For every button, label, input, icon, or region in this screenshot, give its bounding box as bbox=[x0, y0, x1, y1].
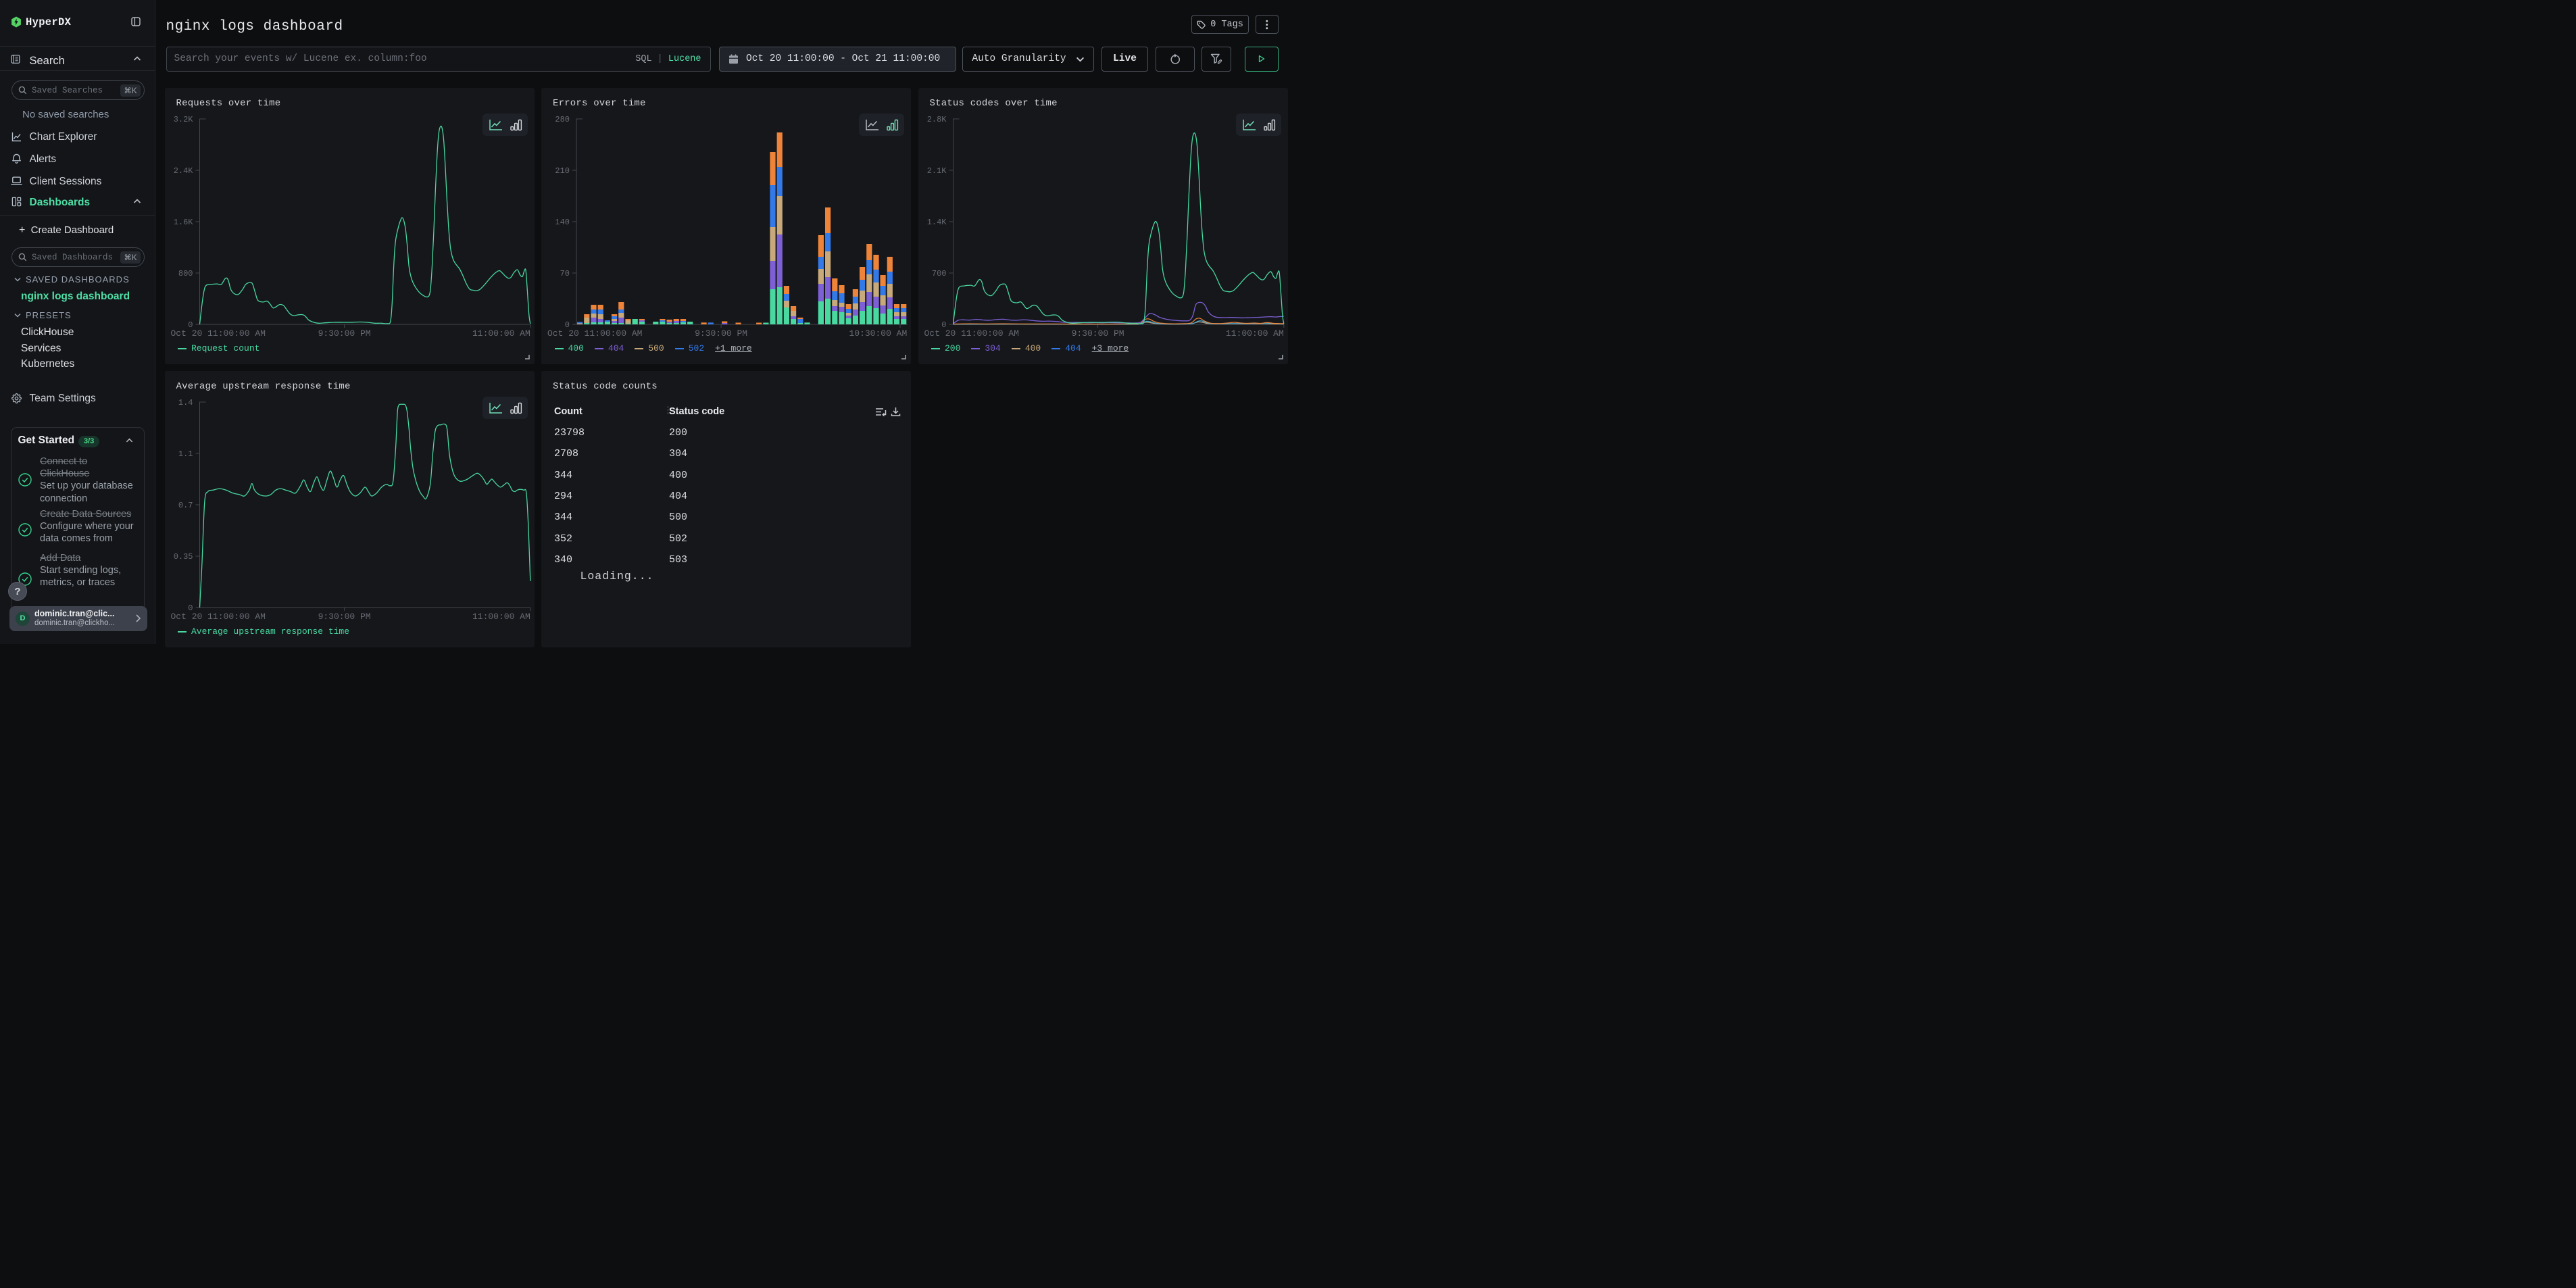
svg-text:2.4K: 2.4K bbox=[174, 166, 194, 176]
svg-text:280: 280 bbox=[555, 115, 570, 124]
svg-text:70: 70 bbox=[560, 269, 570, 278]
svg-text:11:00:00 AM: 11:00:00 AM bbox=[472, 328, 530, 339]
svg-text:11:00:00 AM: 11:00:00 AM bbox=[1226, 328, 1284, 339]
svg-text:0: 0 bbox=[941, 320, 946, 330]
svg-text:2.1K: 2.1K bbox=[927, 166, 947, 176]
svg-text:9:30:00 PM: 9:30:00 PM bbox=[318, 612, 371, 622]
svg-text:11:00:00 AM: 11:00:00 AM bbox=[472, 612, 530, 622]
svg-text:0.35: 0.35 bbox=[174, 552, 193, 562]
svg-text:Oct 20 11:00:00 AM: Oct 20 11:00:00 AM bbox=[171, 328, 266, 339]
svg-text:1.4K: 1.4K bbox=[927, 218, 947, 227]
svg-text:Oct 20 11:00:00 AM: Oct 20 11:00:00 AM bbox=[547, 328, 642, 339]
svg-text:0.7: 0.7 bbox=[178, 501, 193, 510]
svg-text:10:30:00 AM: 10:30:00 AM bbox=[849, 328, 907, 339]
svg-text:0: 0 bbox=[188, 320, 193, 330]
svg-text:9:30:00 PM: 9:30:00 PM bbox=[1072, 328, 1124, 339]
svg-text:1.4: 1.4 bbox=[178, 398, 193, 407]
svg-text:0: 0 bbox=[188, 603, 193, 613]
svg-text:210: 210 bbox=[555, 166, 570, 176]
svg-text:0: 0 bbox=[565, 320, 570, 330]
svg-text:1.1: 1.1 bbox=[178, 449, 193, 459]
svg-text:3.2K: 3.2K bbox=[174, 115, 194, 124]
svg-text:2.8K: 2.8K bbox=[927, 115, 947, 124]
svg-text:Oct 20 11:00:00 AM: Oct 20 11:00:00 AM bbox=[924, 328, 1019, 339]
svg-text:800: 800 bbox=[178, 269, 193, 278]
svg-text:700: 700 bbox=[932, 269, 947, 278]
svg-text:Oct 20 11:00:00 AM: Oct 20 11:00:00 AM bbox=[171, 612, 266, 622]
svg-text:9:30:00 PM: 9:30:00 PM bbox=[695, 328, 747, 339]
svg-text:140: 140 bbox=[555, 218, 570, 227]
svg-text:1.6K: 1.6K bbox=[174, 218, 194, 227]
svg-text:9:30:00 PM: 9:30:00 PM bbox=[318, 328, 371, 339]
